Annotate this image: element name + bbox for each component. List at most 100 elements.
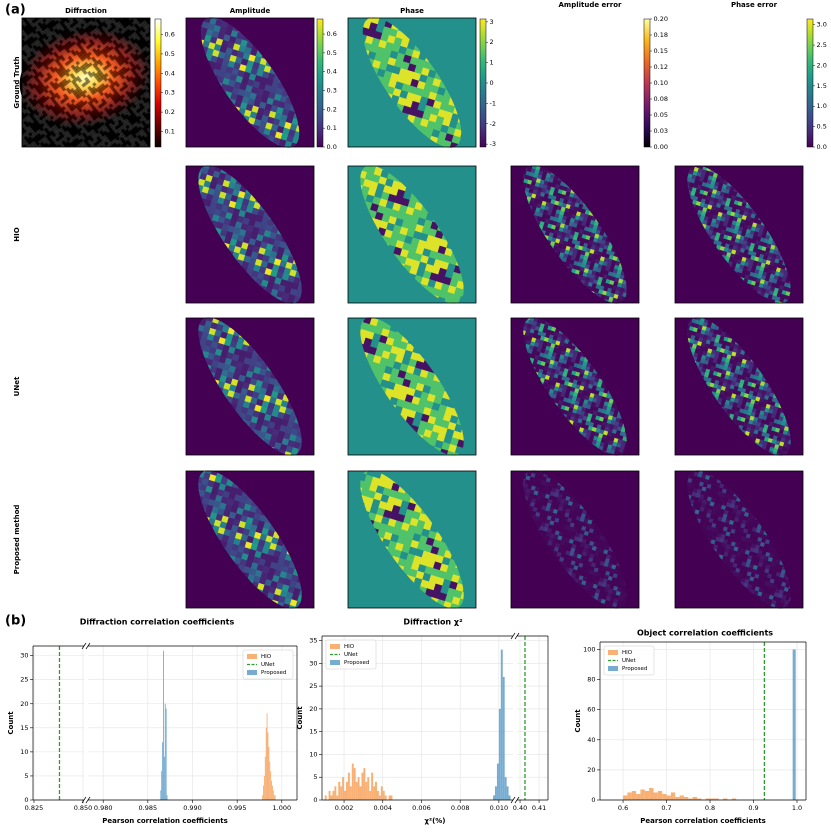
x-tick-label: 0.004 (373, 804, 392, 812)
y-tick-label: 80 (587, 676, 595, 684)
column-title: Phase error (731, 1, 778, 9)
image-panel (674, 165, 804, 304)
column-title: Phase (400, 7, 424, 15)
y-tick-label: 0 (24, 796, 28, 804)
histogram-bar (328, 790, 331, 800)
x-tick-label: 0.41 (532, 804, 546, 812)
colorbar-tick-label: 0.4 (327, 68, 337, 76)
colorbar-tick-label: -2 (490, 120, 496, 128)
image-content (198, 317, 302, 456)
histogram-bar (380, 786, 383, 800)
panel-label: (b) (5, 614, 26, 629)
histogram-bar (164, 703, 166, 800)
y-tick-label: 0 (313, 796, 317, 804)
image-content (523, 470, 627, 609)
colorbar-tick-label: 0.08 (654, 95, 668, 103)
x-tick-label: 0.002 (335, 804, 354, 812)
histogram-bar (495, 786, 497, 800)
colorbar (316, 18, 324, 148)
histogram-bar (705, 798, 711, 800)
colorbar-tick-label: 2.5 (817, 41, 827, 49)
x-tick-label: 1.000 (273, 804, 292, 812)
histogram-bar (268, 747, 270, 800)
y-tick-label: 35 (309, 637, 317, 645)
legend-label: UNet (261, 662, 276, 668)
x-tick-label: 0.9 (748, 804, 758, 812)
chart-title: Diffraction χ² (403, 618, 463, 627)
axis-break (514, 632, 520, 640)
image-content (687, 317, 791, 456)
legend-label: HIO (261, 654, 272, 660)
y-tick-label: 15 (309, 728, 317, 736)
y-tick-label: 30 (309, 659, 317, 667)
histogram-bar (500, 649, 503, 800)
image-border (185, 17, 315, 148)
image-content (687, 470, 791, 609)
histogram-bar (504, 777, 507, 800)
colorbar-tick-label: 0.2 (165, 108, 175, 116)
legend-label: UNet (622, 658, 637, 664)
x-tick-label: 0.010 (490, 804, 509, 812)
row-title: Proposed method (13, 505, 21, 575)
histogram-bar (357, 777, 360, 800)
image-panel (347, 470, 477, 609)
x-tick-label: 0.7 (661, 804, 671, 812)
legend-swatch (247, 654, 257, 659)
histogram-bar (731, 798, 737, 800)
image-panel (185, 17, 315, 148)
x-axis-label: Pearson correlation coefficients (640, 817, 765, 825)
histogram-bar (670, 792, 676, 800)
histogram-bar (692, 796, 697, 800)
histogram-bar (710, 798, 715, 800)
histogram-bar (373, 786, 376, 800)
image-panel (510, 470, 640, 609)
image-content (22, 18, 150, 147)
colorbar-tick-label: 0.6 (165, 31, 175, 39)
histogram-bar (365, 781, 368, 800)
row-title: Ground Truth (13, 56, 21, 108)
axis-break (85, 796, 91, 804)
histogram-bar (266, 713, 268, 800)
histogram-bar (653, 792, 658, 800)
x-tick-label: 0.40 (513, 804, 527, 812)
legend-label: UNet (344, 652, 359, 658)
histogram-bar (344, 790, 346, 800)
histogram-bar (163, 756, 165, 800)
histogram-bar (657, 790, 663, 800)
histogram-bar (792, 649, 796, 800)
histogram-bar (272, 790, 274, 800)
colorbar-tick-label: 0.10 (654, 79, 668, 87)
histogram-bar (382, 790, 385, 800)
colorbar-tick-label: 2 (490, 38, 494, 46)
histogram-bar (361, 772, 364, 800)
colorbar (643, 18, 651, 148)
colorbar-tick-label: 1.0 (817, 102, 827, 110)
legend-swatch (608, 650, 618, 655)
image-panel (185, 470, 315, 609)
histogram-bar (367, 777, 370, 800)
row-title: UNet (13, 376, 21, 396)
histogram-bar (631, 790, 637, 800)
image-border (21, 17, 151, 148)
image-panel (674, 317, 804, 456)
histogram-bar (263, 785, 264, 800)
image-panel (510, 317, 640, 456)
histogram-bar (502, 677, 505, 800)
y-tick-label: 100 (583, 646, 595, 654)
y-tick-label: 5 (313, 773, 317, 781)
colorbar-tick-label: 0.18 (654, 31, 668, 39)
histogram-bar (723, 798, 728, 800)
histogram-bar (498, 708, 501, 800)
histogram-bar (714, 798, 719, 800)
histogram-bar (274, 795, 276, 800)
colorbar-tick-label: 0.0 (327, 143, 337, 151)
image-border (510, 470, 640, 609)
histogram-bar (270, 771, 272, 800)
histogram-bar (263, 775, 265, 800)
y-axis-label: Count (296, 706, 304, 730)
colorbar-tick-label: 0.1 (165, 127, 175, 135)
image-border (674, 470, 804, 609)
histogram-bar (696, 798, 702, 800)
histogram-bar (363, 768, 366, 800)
colorbar (806, 18, 814, 148)
